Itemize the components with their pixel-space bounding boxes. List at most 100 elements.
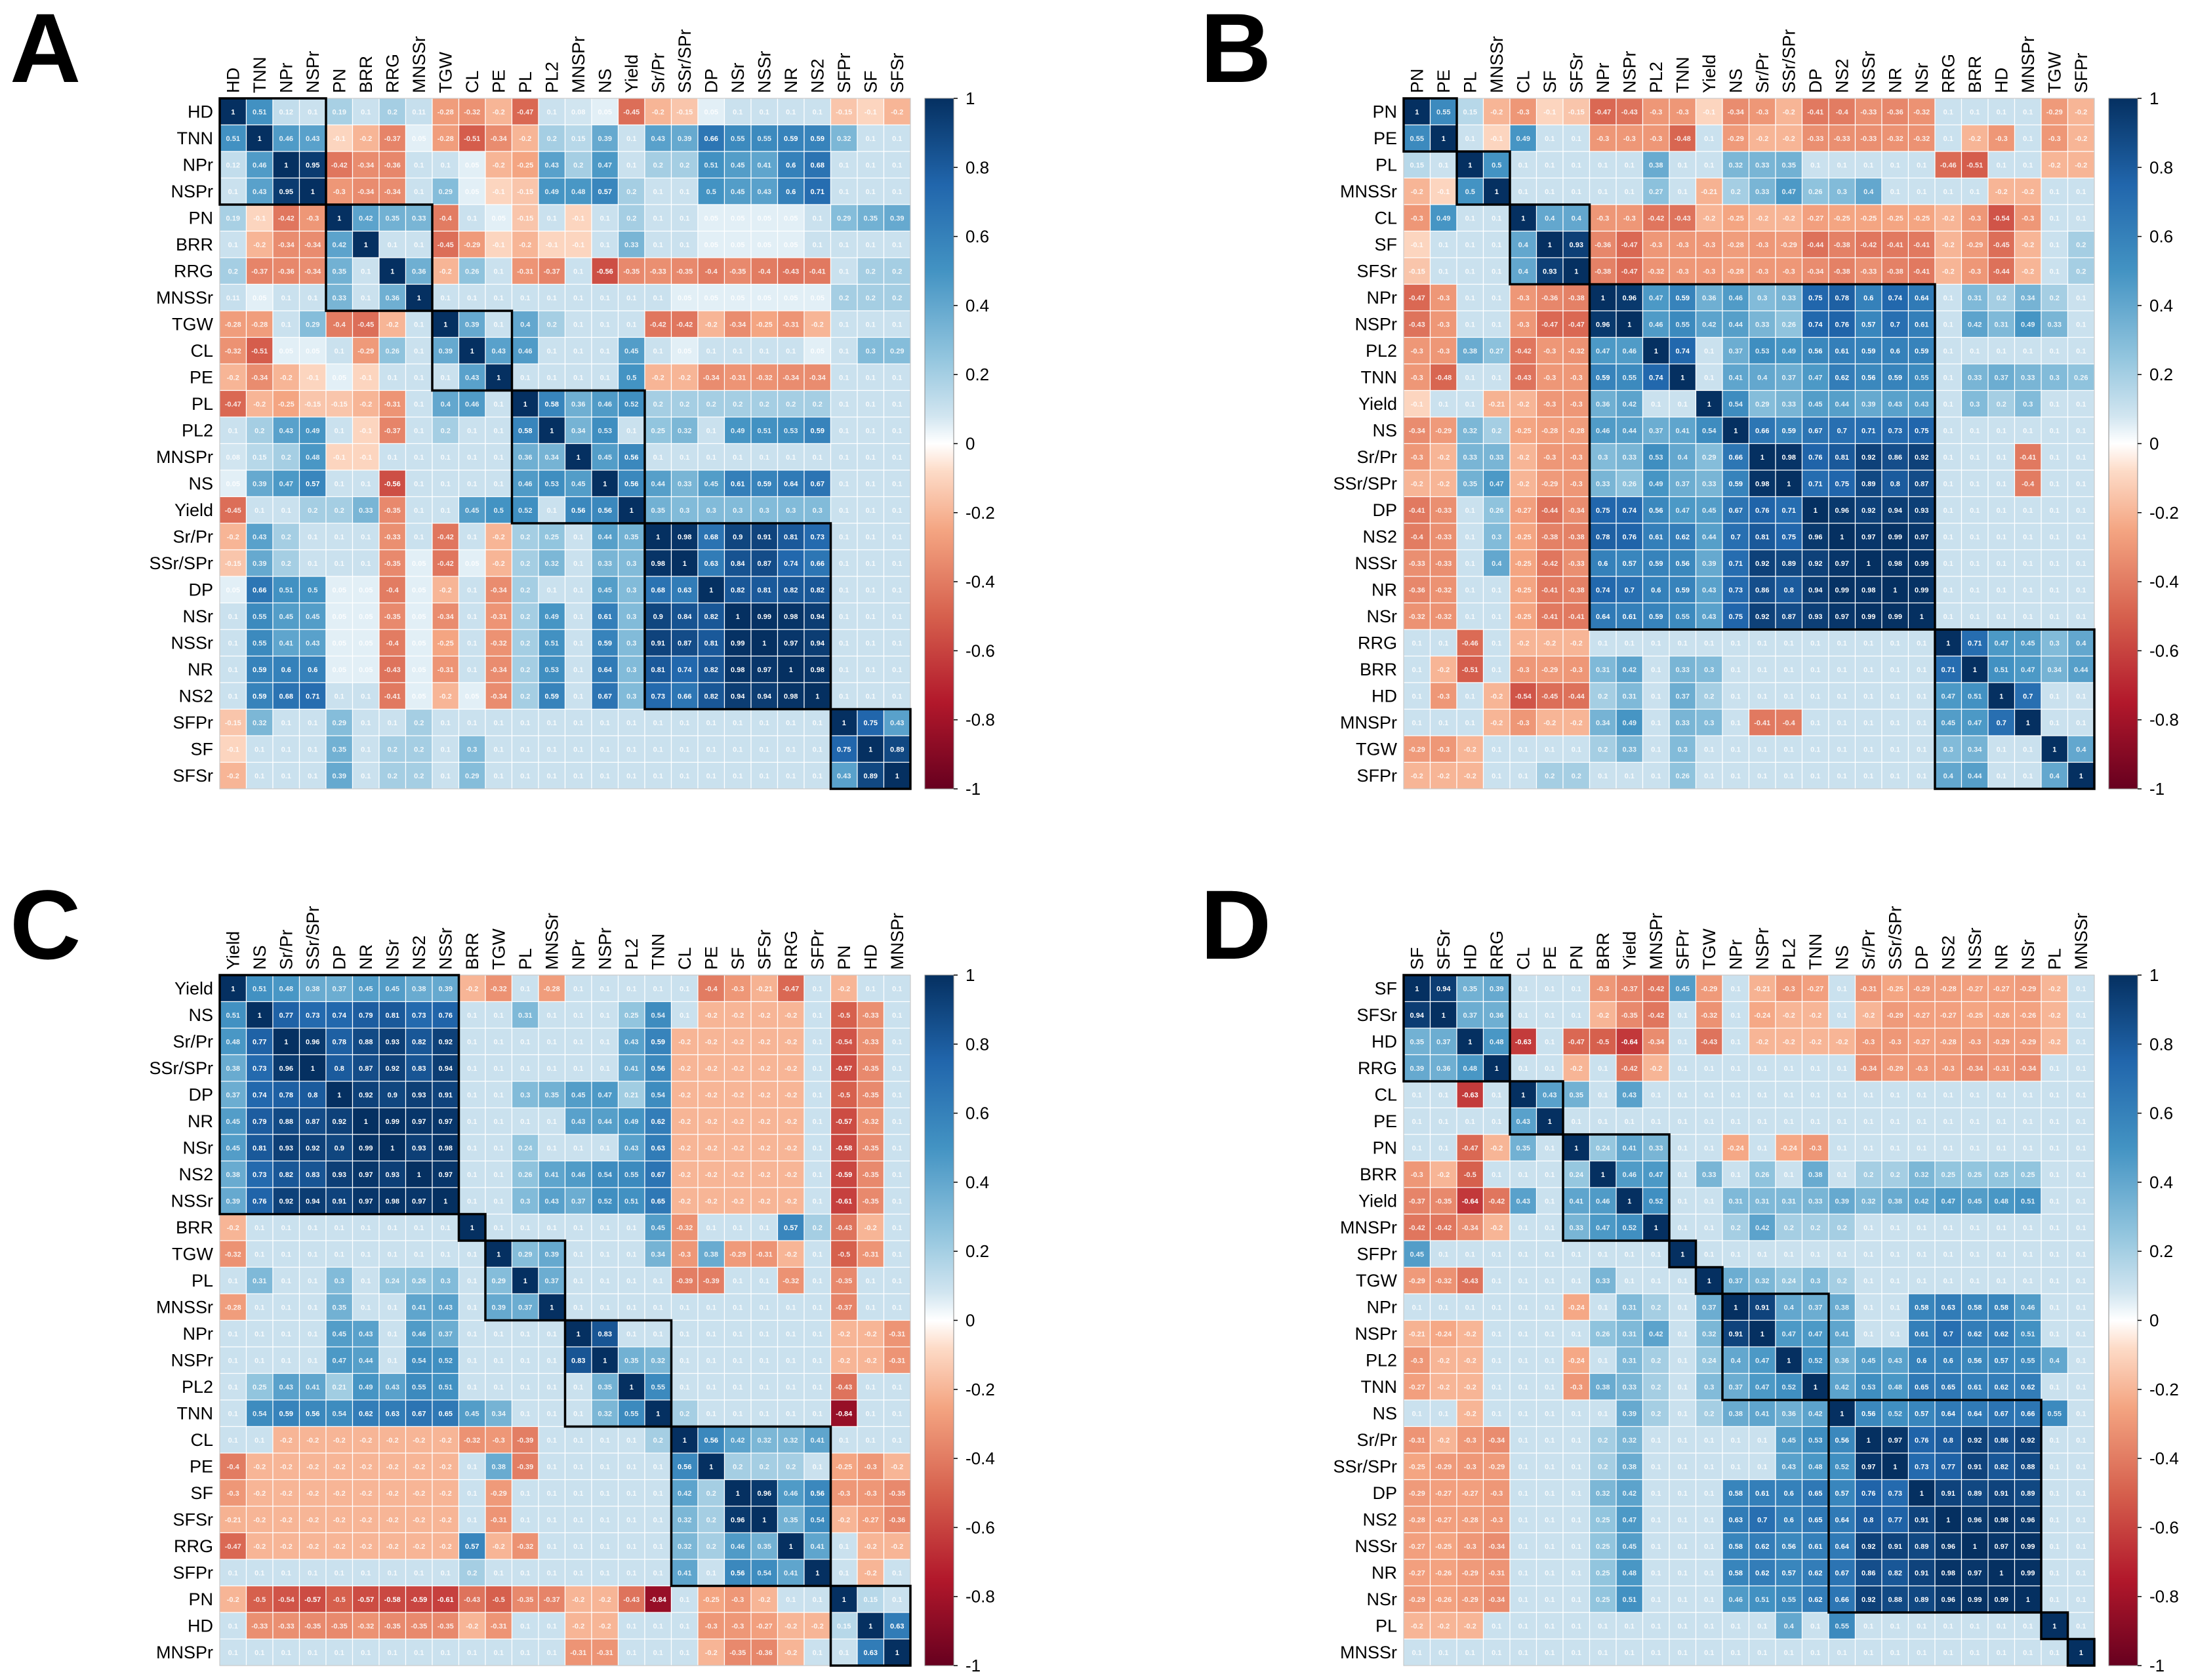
- cell-value-label: 0.1: [626, 1250, 636, 1258]
- cell-value-label: 0.1: [1890, 1144, 1900, 1152]
- cell-value-label: 0.1: [786, 454, 796, 462]
- cell-value-label: 0.1: [361, 692, 371, 700]
- cell-value-label: 0.1: [1731, 1012, 1741, 1020]
- cell-value-label: 0.1: [1704, 1091, 1714, 1099]
- cell-value-label: -0.3: [1437, 746, 1450, 753]
- colorbar-tick-label: -1: [2149, 779, 2165, 799]
- cell-value-label: 0.1: [600, 719, 610, 727]
- cell-value-label: 0.49: [2021, 321, 2035, 329]
- cell-value-label: 1: [1574, 268, 1578, 275]
- cell-value-label: 0.1: [600, 1144, 610, 1152]
- cell-value-label: -0.2: [306, 1516, 319, 1524]
- cell-value-label: -0.3: [864, 1463, 877, 1471]
- cell-value-label: 0.05: [465, 560, 479, 568]
- cell-value-label: 0.1: [1970, 507, 1980, 515]
- cell-value-label: 0.1: [2023, 533, 2033, 541]
- row-label: Yield: [174, 978, 213, 998]
- cell-value-label: 0.1: [892, 586, 902, 594]
- cell-value-label: -0.29: [1966, 241, 1983, 249]
- cell-value-label: 0.2: [1492, 427, 1501, 435]
- cell-value-label: 0.96: [758, 1490, 771, 1498]
- cell-value-label: 0.3: [1810, 1277, 1820, 1285]
- cell-value-label: 0.1: [547, 1357, 557, 1365]
- cell-value-label: 0.1: [414, 241, 424, 249]
- cell-value-label: 0.2: [680, 401, 689, 409]
- cell-value-label: 0.1: [1917, 639, 1926, 647]
- cell-value-label: 0.1: [866, 1304, 876, 1311]
- row-label: SFSr: [173, 1510, 213, 1529]
- cell-value-label: 0.1: [839, 639, 849, 647]
- cell-value-label: 0.1: [1598, 188, 1608, 196]
- cell-value-label: 0.1: [1465, 719, 1475, 727]
- cell-value-label: 0.1: [573, 772, 583, 780]
- cell-value-label: 0.1: [1438, 241, 1448, 249]
- cell-value-label: 0.1: [1518, 746, 1528, 753]
- cell-value-label: 0.1: [1465, 1250, 1475, 1258]
- cell-value-label: 0.5: [1465, 188, 1475, 196]
- cell-value-label: 0.32: [1861, 1197, 1875, 1205]
- cell-value-label: 0.44: [1729, 321, 1743, 329]
- column-label: NPr: [276, 62, 296, 93]
- cell-value-label: 0.1: [866, 241, 876, 249]
- cell-value-label: 0.1: [680, 746, 689, 753]
- cell-value-label: 0.4: [441, 401, 451, 409]
- cell-value-label: 0.1: [1704, 161, 1714, 169]
- cell-value-label: 0.43: [306, 135, 319, 143]
- column-label: NR: [356, 944, 376, 970]
- cell-value-label: -0.43: [1515, 374, 1532, 382]
- cell-value-label: -0.41: [1754, 719, 1770, 727]
- cell-value-label: 0.29: [306, 321, 319, 329]
- cell-value-label: -0.28: [544, 985, 560, 993]
- cell-value-label: 0.1: [600, 321, 610, 329]
- cell-value-label: 0.59: [1915, 348, 1928, 355]
- cell-value-label: 0.43: [439, 1304, 453, 1311]
- cell-value-label: -0.41: [1913, 241, 1930, 249]
- colorbar-tick-label: -0.6: [966, 1517, 995, 1537]
- cell-value-label: -0.2: [1437, 666, 1450, 674]
- cell-value-label: 0.45: [731, 188, 744, 196]
- cell-value-label: 0.33: [1676, 666, 1690, 674]
- cell-value-label: 0.1: [361, 1277, 371, 1285]
- cell-value-label: 0.4: [1518, 241, 1529, 249]
- cell-value-label: 0.1: [547, 1649, 557, 1657]
- row-label: SFPr: [173, 713, 213, 732]
- cell-value-label: 0.51: [2021, 1197, 2035, 1205]
- cell-value-label: 0.1: [1810, 1118, 1820, 1126]
- cell-value-label: 0.41: [279, 639, 293, 647]
- cell-value-label: 0.1: [1731, 692, 1741, 700]
- cell-value-label: 0.41: [678, 1569, 691, 1577]
- cell-value-label: -0.2: [386, 1463, 399, 1471]
- cell-value-label: 1: [736, 1490, 740, 1498]
- cell-value-label: -0.21: [1409, 1330, 1425, 1338]
- cell-value-label: 0.1: [573, 1144, 583, 1152]
- cell-value-label: 0.1: [626, 1304, 636, 1311]
- cell-value-label: 0.1: [1810, 161, 1820, 169]
- cell-value-label: -0.36: [1595, 241, 1611, 249]
- cell-value-label: 0.59: [1782, 427, 1796, 435]
- cell-value-label: 0.1: [653, 241, 663, 249]
- cell-value-label: 0.43: [624, 1038, 638, 1046]
- cell-value-label: 0.1: [547, 374, 557, 382]
- cell-value-label: -0.31: [889, 1357, 905, 1365]
- cell-value-label: 0.1: [414, 1569, 424, 1577]
- cell-value-label: 0.97: [412, 1118, 426, 1126]
- cell-value-label: -0.2: [705, 1197, 718, 1205]
- cell-value-label: 0.74: [784, 560, 798, 568]
- cell-value-label: -0.2: [1437, 454, 1450, 462]
- cell-value-label: 0.33: [1702, 1171, 1716, 1179]
- cell-value-label: 0.1: [1465, 613, 1475, 621]
- cell-value-label: 0.1: [1943, 1091, 1953, 1099]
- cell-value-label: 0.1: [1492, 1277, 1501, 1285]
- cell-value-label: 0.1: [1465, 135, 1475, 143]
- cell-value-label: 0.46: [571, 1171, 585, 1179]
- cell-value-label: 0.29: [890, 348, 904, 355]
- cell-value-label: 0.29: [333, 719, 346, 727]
- cell-value-label: 0.1: [2076, 1012, 2086, 1020]
- cell-value-label: -0.2: [2048, 161, 2061, 169]
- cell-value-label: 0.55: [731, 135, 744, 143]
- cell-value-label: 0.39: [333, 772, 346, 780]
- cell-value-label: 0.39: [1702, 560, 1716, 568]
- column-label: Sr/Pr: [276, 929, 296, 970]
- cell-value-label: 0.1: [892, 1144, 902, 1152]
- cell-value-label: 0.1: [866, 1277, 876, 1285]
